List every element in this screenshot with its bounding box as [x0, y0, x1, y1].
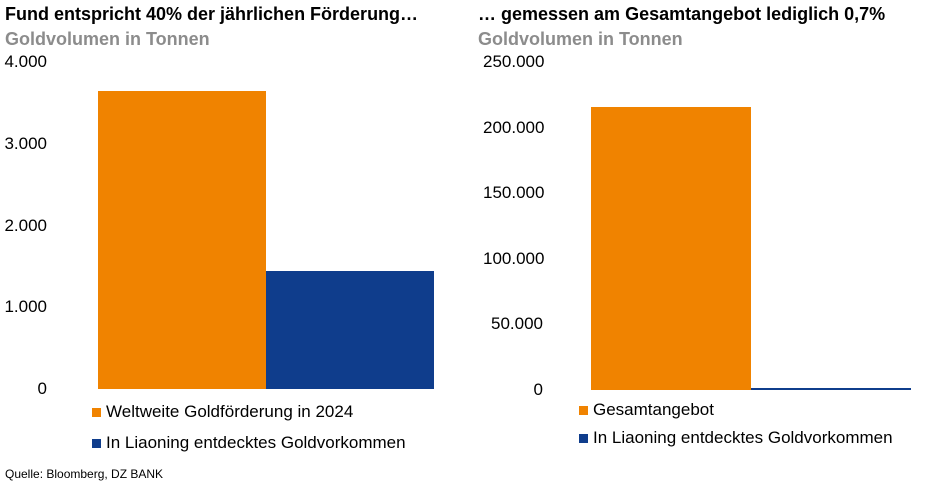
legend-item-total-supply: Gesamtangebot — [579, 400, 714, 420]
right-chart-title: … gemessen am Gesamtangebot lediglich 0,… — [478, 4, 886, 24]
y-tick-label: 50.000 — [491, 314, 543, 334]
legend-label: Gesamtangebot — [593, 400, 714, 419]
bar-orange — [98, 90, 266, 389]
legend-item-liaoning: In Liaoning entdecktes Goldvorkommen — [92, 433, 406, 453]
bar-blue — [266, 270, 434, 389]
left-chart-subtitle: Goldvolumen in Tonnen — [5, 29, 210, 49]
legend-item-liaoning-right: In Liaoning entdecktes Goldvorkommen — [579, 428, 893, 448]
y-tick-label: 200.000 — [483, 117, 545, 137]
source-note: Quelle: Bloomberg, DZ BANK — [5, 467, 164, 481]
left-chart-title: Fund entspricht 40% der jährlichen Förde… — [5, 4, 419, 24]
y-tick-label: 4.000 — [4, 52, 47, 71]
y-tick-label: 150.000 — [483, 183, 545, 203]
y-tick-label: 2.000 — [4, 215, 47, 235]
legend-label: Weltweite Goldförderung in 2024 — [106, 402, 354, 421]
y-tick-label: 250.000 — [483, 52, 545, 71]
legend-swatch-orange — [92, 407, 101, 417]
y-tick-label: 100.000 — [483, 248, 545, 268]
y-tick-label: 0 — [533, 380, 543, 399]
legend-item-world-production: Weltweite Goldförderung in 2024 — [92, 402, 353, 422]
bar-blue — [751, 388, 911, 390]
legend-swatch-blue — [92, 438, 101, 448]
legend-label: In Liaoning entdecktes Goldvorkommen — [106, 433, 406, 452]
right-chart-subtitle: Goldvolumen in Tonnen — [478, 29, 683, 49]
y-tick-label: 1.000 — [4, 297, 47, 317]
y-tick-label: 3.000 — [4, 133, 47, 153]
y-tick-label: 0 — [37, 379, 47, 398]
legend-label: In Liaoning entdecktes Goldvorkommen — [593, 428, 893, 447]
legend-swatch-blue — [579, 433, 588, 443]
legend-swatch-orange — [579, 405, 588, 415]
bar-orange — [591, 106, 751, 390]
